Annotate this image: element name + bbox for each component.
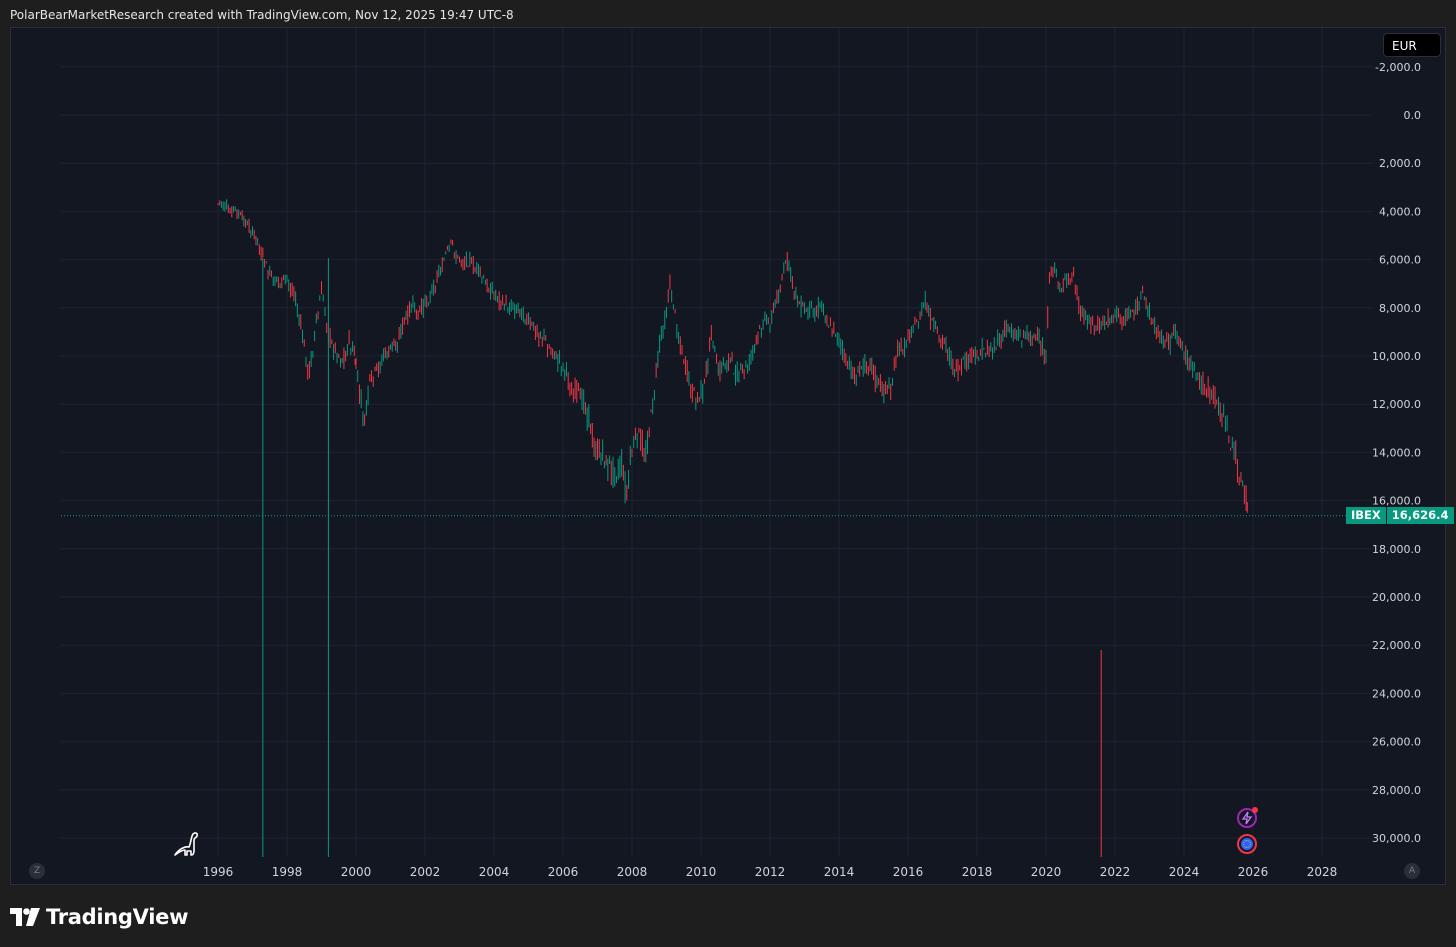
x-tick-label: 2006 <box>548 865 579 879</box>
x-tick-label: 2008 <box>617 865 648 879</box>
tradingview-logo-icon <box>10 908 40 926</box>
y-tick-label: 16,000.0 <box>1372 495 1421 508</box>
last-price-symbol: IBEX <box>1346 507 1386 524</box>
x-tick-label: 2018 <box>962 865 993 879</box>
y-tick-label: 18,000.0 <box>1372 543 1421 556</box>
y-tick-label: 10,000.0 <box>1372 350 1421 363</box>
x-tick-label: 2016 <box>893 865 924 879</box>
y-tick-label: 4,000.0 <box>1379 205 1421 218</box>
last-price-tag: IBEX 16,626.4 <box>1346 507 1454 524</box>
x-tick-label: 2002 <box>410 865 441 879</box>
zoom-button[interactable]: Z <box>29 863 45 879</box>
x-tick-label: 2014 <box>824 865 855 879</box>
tradingview-logo: TradingView <box>10 902 188 932</box>
volume-spikes <box>262 258 1102 857</box>
y-tick-label: -2,000.0 <box>1375 61 1421 74</box>
y-tick-label: 26,000.0 <box>1372 736 1421 749</box>
x-tick-label: 2024 <box>1169 865 1200 879</box>
price-series <box>217 199 1248 513</box>
tradingview-brand: TradingView <box>46 905 189 929</box>
x-tick-label: 2020 <box>1031 865 1062 879</box>
x-tick-label: 2022 <box>1100 865 1131 879</box>
chart-panel[interactable]: -2,000.0 0.0 2,000.0 4,000.0 6,000.0 8,000.0 1… <box>10 27 1454 886</box>
x-tick-label: 2028 <box>1307 865 1338 879</box>
y-tick-label: 22,000.0 <box>1372 639 1421 652</box>
y-tick-label: 6,000.0 <box>1379 254 1421 267</box>
y-tick-label: 0.0 <box>1404 109 1422 122</box>
dinosaur-icon <box>174 832 198 856</box>
currency-button[interactable]: EUR <box>1383 33 1441 57</box>
x-tick-label: 2026 <box>1238 865 1269 879</box>
x-tick-label: 2000 <box>341 865 372 879</box>
y-tick-label: 14,000.0 <box>1372 446 1421 459</box>
chart-caption: PolarBearMarketResearch created with Tra… <box>10 8 514 22</box>
y-tick-label: 28,000.0 <box>1372 784 1421 797</box>
auto-scale-button[interactable]: A <box>1404 863 1420 879</box>
x-axis: 1996 1998 2000 2002 2004 2006 2008 2010 2012 2014… <box>203 865 1338 879</box>
y-tick-label: 8,000.0 <box>1379 302 1421 315</box>
lightning-event-icon[interactable] <box>1237 807 1258 828</box>
y-tick-label: 30,000.0 <box>1372 832 1421 845</box>
y-tick-label: 20,000.0 <box>1372 591 1421 604</box>
y-tick-label: 2,000.0 <box>1379 157 1421 170</box>
eu-flag-event-icon[interactable] <box>1237 834 1257 854</box>
price-chart[interactable]: -2,000.0 0.0 2,000.0 4,000.0 6,000.0 8,000.0 1… <box>11 28 1447 886</box>
last-price-value: 16,626.4 <box>1385 507 1454 524</box>
y-axis: -2,000.0 0.0 2,000.0 4,000.0 6,000.0 8,000.0 1… <box>1372 61 1421 845</box>
x-tick-label: 2004 <box>479 865 510 879</box>
x-tick-label: 2012 <box>755 865 786 879</box>
y-tick-label: 12,000.0 <box>1372 398 1421 411</box>
grid-lines <box>61 28 1373 857</box>
x-tick-label: 1998 <box>272 865 303 879</box>
x-tick-label: 2010 <box>686 865 717 879</box>
x-tick-label: 1996 <box>203 865 234 879</box>
y-tick-label: 24,000.0 <box>1372 687 1421 700</box>
